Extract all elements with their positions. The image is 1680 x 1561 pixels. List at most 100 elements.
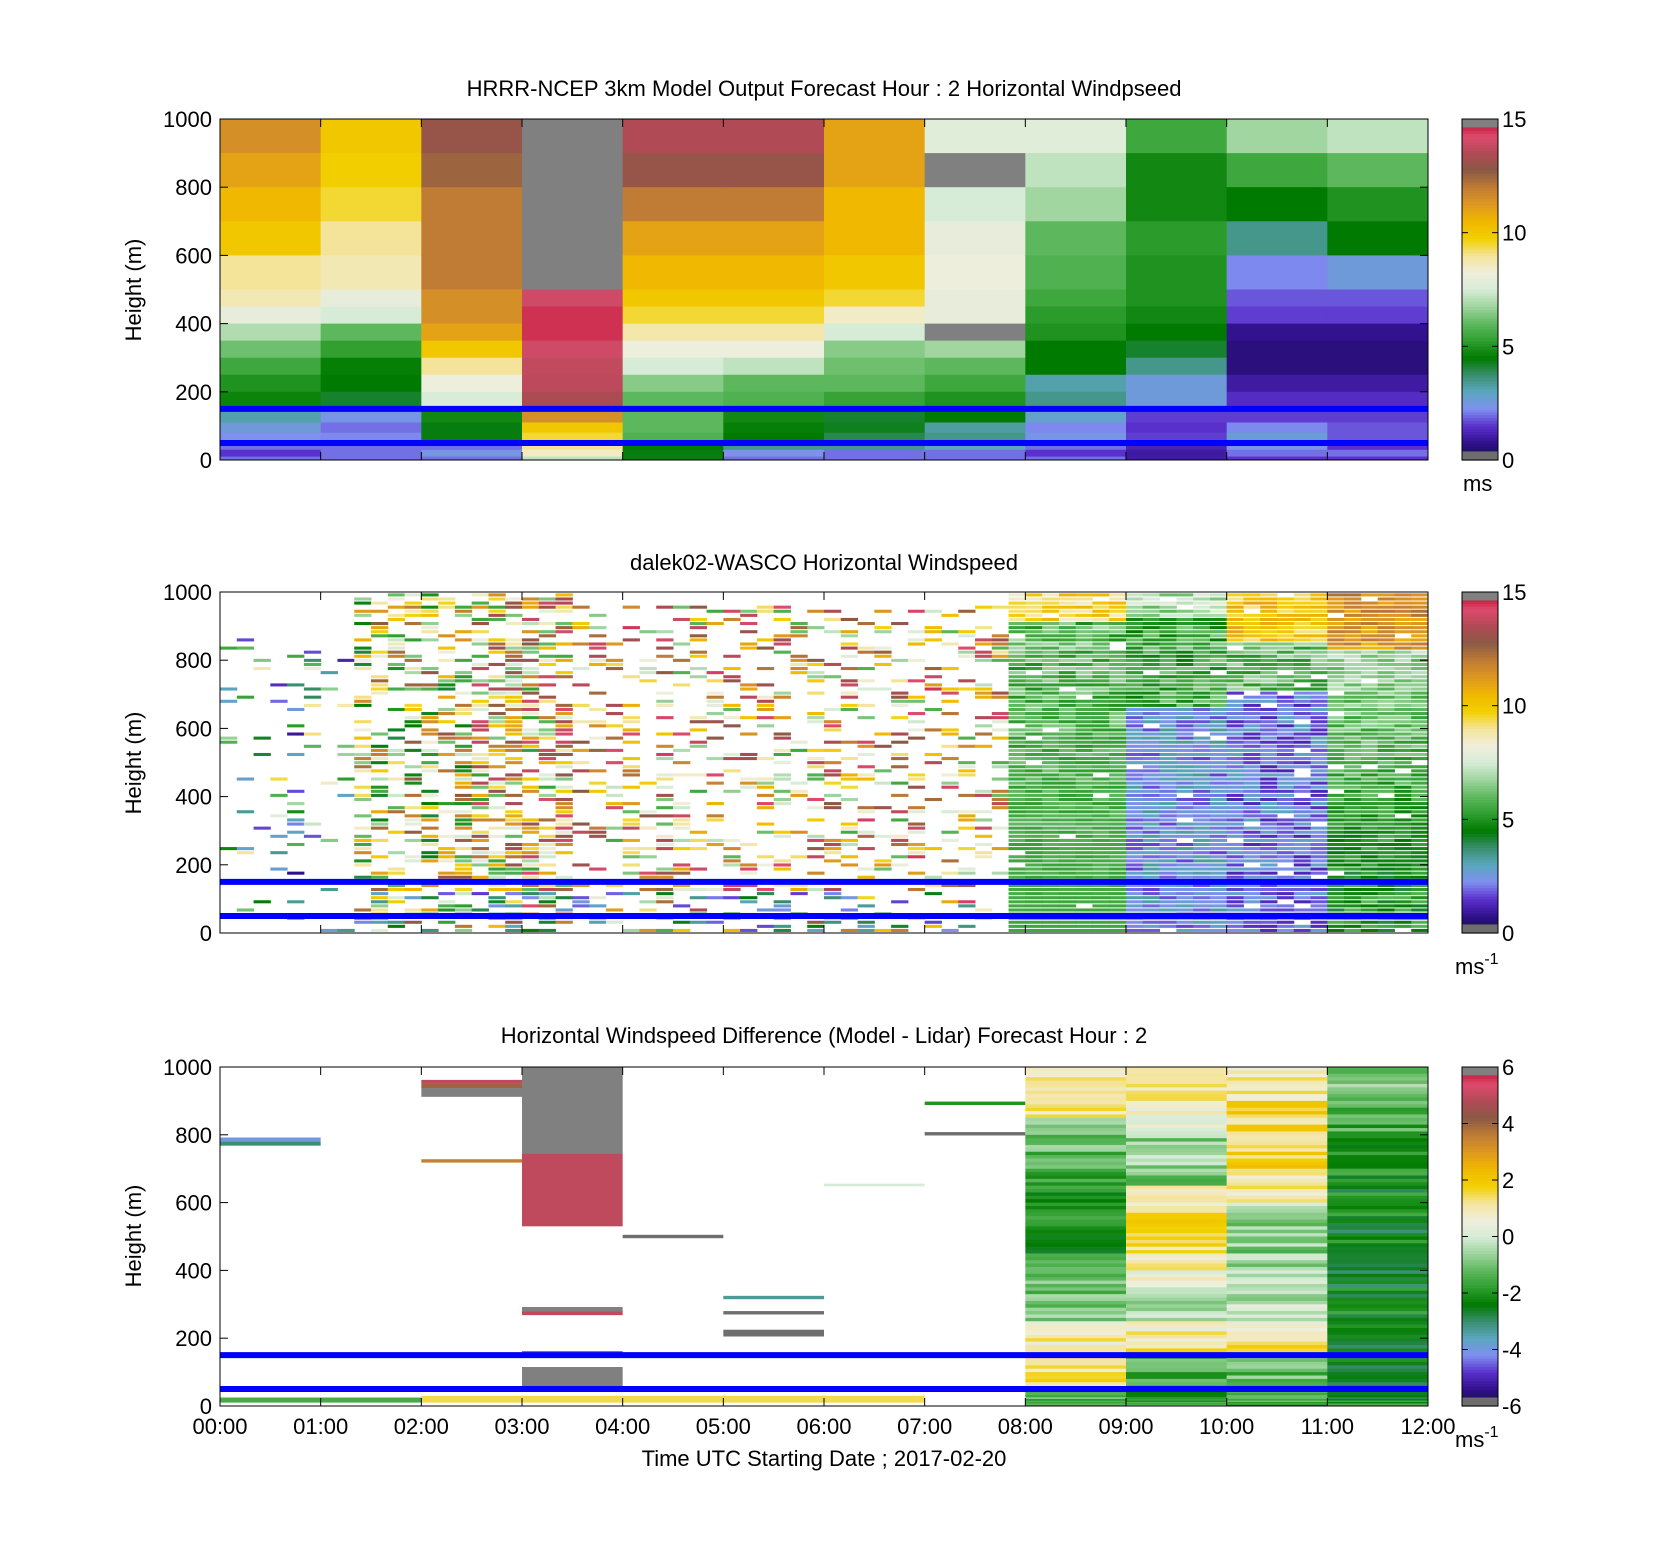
heatmap-cell bbox=[991, 646, 1010, 650]
heatmap-cell bbox=[471, 667, 489, 671]
heatmap-cell bbox=[303, 687, 322, 691]
heatmap-cell bbox=[1008, 679, 1026, 683]
heatmap-cell bbox=[1344, 822, 1362, 826]
heatmap-cell bbox=[387, 748, 406, 752]
heatmap-cell bbox=[1377, 720, 1395, 724]
heatmap-cell bbox=[421, 667, 439, 671]
heatmap-cell bbox=[555, 883, 573, 887]
colorbar-swatch bbox=[1462, 910, 1498, 914]
heatmap-cell bbox=[891, 818, 909, 822]
heatmap-cell bbox=[320, 187, 422, 222]
heatmap-cell bbox=[1344, 601, 1362, 605]
heatmap-cell bbox=[790, 855, 808, 859]
colorbar-swatch bbox=[1462, 1225, 1498, 1229]
heatmap-cell bbox=[1126, 896, 1144, 900]
heatmap-cell bbox=[1126, 650, 1144, 654]
heatmap-cell bbox=[522, 306, 624, 325]
heatmap-cell bbox=[1092, 765, 1110, 769]
heatmap-cell bbox=[1293, 650, 1312, 654]
heatmap-cell bbox=[538, 634, 557, 638]
heatmap-cell bbox=[1209, 814, 1228, 818]
heatmap-cell bbox=[1243, 679, 1261, 683]
heatmap-cell bbox=[1243, 777, 1261, 781]
heatmap-cell bbox=[1126, 712, 1144, 716]
heatmap-cell bbox=[1226, 822, 1244, 826]
heatmap-cell bbox=[438, 720, 456, 724]
heatmap-cell bbox=[723, 716, 741, 720]
heatmap-cell bbox=[589, 613, 607, 617]
heatmap-cell bbox=[1327, 153, 1428, 188]
heatmap-cell bbox=[1193, 712, 1211, 716]
colorbar-swatch bbox=[1462, 728, 1498, 732]
heatmap-cell bbox=[303, 834, 322, 838]
heatmap-cell bbox=[505, 699, 523, 703]
heatmap-cell bbox=[555, 740, 573, 744]
heatmap-cell bbox=[1344, 740, 1362, 744]
heatmap-cell bbox=[1126, 859, 1144, 863]
heatmap-cell bbox=[1008, 818, 1026, 822]
heatmap-cell bbox=[1092, 761, 1110, 765]
heatmap-cell bbox=[220, 187, 322, 222]
heatmap-cell bbox=[220, 432, 322, 444]
heatmap-cell bbox=[1109, 834, 1127, 838]
heatmap-cell bbox=[488, 818, 506, 822]
heatmap-cell bbox=[522, 887, 540, 892]
heatmap-cell bbox=[740, 646, 758, 650]
heatmap-cell bbox=[1159, 613, 1177, 617]
heatmap-cell bbox=[1293, 662, 1312, 666]
heatmap-cell bbox=[1377, 601, 1395, 605]
heatmap-cell bbox=[1159, 859, 1177, 863]
heatmap-cell bbox=[1142, 797, 1161, 802]
heatmap-cell bbox=[1377, 748, 1395, 752]
heatmap-cell bbox=[958, 793, 976, 797]
colorbar-swatch bbox=[1462, 674, 1498, 678]
heatmap-cell bbox=[1092, 867, 1110, 871]
heatmap-cell bbox=[1377, 818, 1395, 822]
colorbar-swatch bbox=[1462, 719, 1498, 724]
heatmap-cell bbox=[1209, 720, 1228, 724]
heatmap-cell bbox=[991, 736, 1010, 740]
heatmap-cell bbox=[270, 699, 288, 703]
heatmap-cell bbox=[1025, 1260, 1127, 1265]
heatmap-cell bbox=[689, 908, 708, 912]
heatmap-cell bbox=[538, 699, 557, 703]
heatmap-cell bbox=[555, 642, 573, 646]
heatmap-cell bbox=[471, 601, 489, 605]
colorbar-swatch bbox=[1462, 1284, 1498, 1288]
heatmap-cell bbox=[1377, 667, 1395, 671]
heatmap-cell bbox=[538, 928, 557, 932]
heatmap-cell bbox=[505, 802, 523, 806]
heatmap-cell bbox=[1126, 900, 1144, 904]
heatmap-cell bbox=[1411, 622, 1428, 626]
heatmap-cell bbox=[1058, 765, 1077, 769]
heatmap-cell bbox=[1092, 699, 1110, 703]
heatmap-cell bbox=[1226, 1128, 1328, 1132]
heatmap-cell bbox=[371, 928, 389, 932]
heatmap-cell bbox=[1008, 769, 1026, 773]
heatmap-cell bbox=[824, 761, 842, 765]
heatmap-cell bbox=[1126, 1141, 1228, 1146]
heatmap-cell bbox=[1058, 736, 1077, 740]
heatmap-cell bbox=[1058, 875, 1077, 879]
heatmap-cell bbox=[1075, 752, 1093, 757]
heatmap-cell bbox=[1142, 867, 1161, 871]
heatmap-cell bbox=[1226, 1368, 1328, 1373]
heatmap-cell bbox=[1092, 892, 1110, 896]
heatmap-cell bbox=[1344, 859, 1362, 863]
heatmap-cell bbox=[622, 449, 724, 458]
heatmap-cell bbox=[1025, 712, 1043, 716]
heatmap-cell bbox=[1126, 814, 1144, 818]
heatmap-cell bbox=[1377, 810, 1395, 814]
heatmap-cell bbox=[1360, 773, 1379, 777]
heatmap-cell bbox=[924, 340, 1026, 359]
heatmap-cell bbox=[1344, 793, 1362, 797]
colorbar-swatch bbox=[1462, 445, 1498, 450]
heatmap-cell bbox=[639, 847, 657, 851]
colorbar-swatch bbox=[1462, 332, 1498, 336]
heatmap-cell bbox=[1226, 773, 1244, 777]
heatmap-cell bbox=[991, 634, 1010, 638]
heatmap-cell bbox=[354, 908, 372, 912]
heatmap-cell bbox=[1025, 1311, 1127, 1315]
heatmap-cell bbox=[1159, 662, 1177, 666]
heatmap-cell bbox=[991, 642, 1010, 646]
